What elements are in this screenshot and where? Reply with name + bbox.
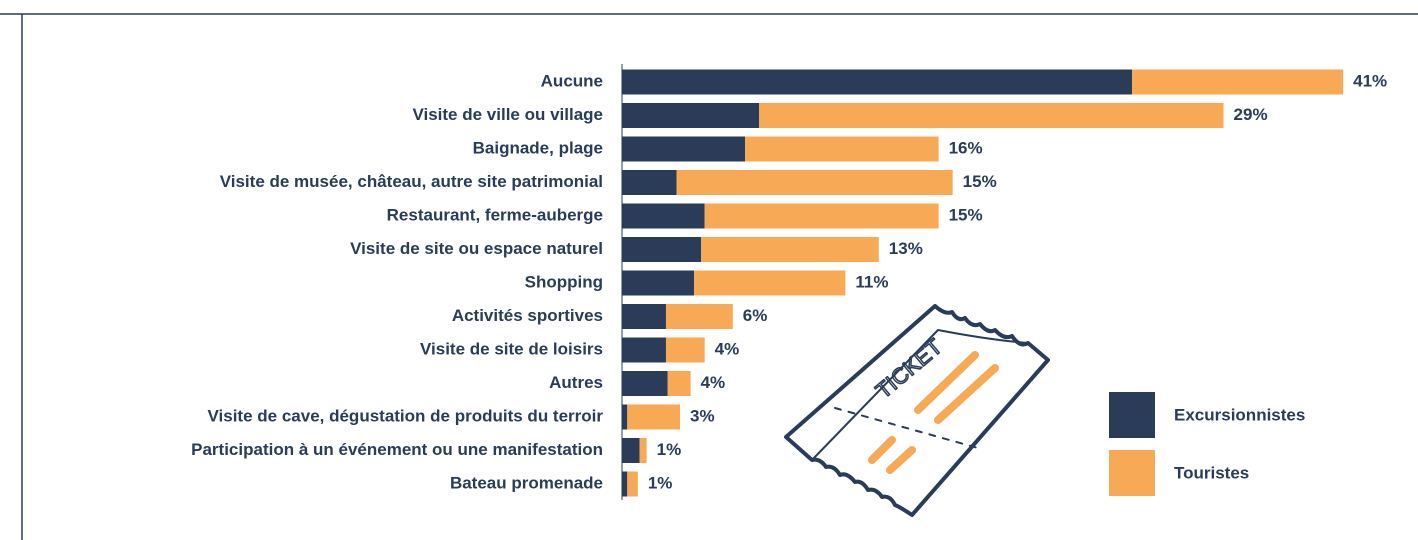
bar-segment bbox=[745, 136, 939, 162]
bar-segment bbox=[667, 371, 691, 396]
category-label: Participation à un événement ou une mani… bbox=[191, 440, 603, 459]
bar-segment bbox=[1132, 69, 1344, 95]
total-label: 13% bbox=[889, 239, 923, 258]
total-label: 15% bbox=[949, 205, 983, 224]
bar-segment bbox=[665, 337, 705, 363]
legend-swatch bbox=[1109, 450, 1155, 496]
category-label: Autres bbox=[549, 373, 603, 392]
bar-segment bbox=[622, 371, 668, 396]
bar-segment bbox=[639, 438, 647, 463]
bar-segment bbox=[694, 270, 846, 296]
bar-segment bbox=[622, 237, 702, 262]
bar-segment bbox=[627, 471, 638, 497]
bar-segment bbox=[622, 103, 760, 128]
bar-segment bbox=[622, 136, 746, 162]
category-label: Visite de site ou espace naturel bbox=[350, 239, 603, 258]
total-label: 15% bbox=[963, 172, 997, 191]
total-label: 4% bbox=[701, 373, 726, 392]
total-label: 1% bbox=[648, 473, 673, 492]
total-label: 41% bbox=[1353, 71, 1387, 90]
total-label: 3% bbox=[690, 406, 715, 425]
bar-segment bbox=[622, 270, 695, 296]
category-label: Visite de cave, dégustation de produits … bbox=[208, 406, 604, 425]
bar-segment bbox=[622, 438, 640, 463]
total-label: 11% bbox=[855, 272, 888, 291]
total-label: 16% bbox=[949, 138, 983, 157]
bar-segment bbox=[627, 404, 681, 430]
legend-swatch bbox=[1109, 392, 1155, 438]
category-label: Restaurant, ferme-auberge bbox=[387, 205, 603, 224]
total-label: 6% bbox=[743, 306, 768, 325]
ticket-stripes bbox=[868, 351, 999, 474]
legend-label: Touristes bbox=[1174, 463, 1249, 482]
legend-label: Excursionnistes bbox=[1174, 405, 1305, 424]
category-label: Visite de site de loisirs bbox=[420, 339, 603, 358]
total-label: 29% bbox=[1234, 105, 1268, 124]
bar-segment bbox=[665, 304, 733, 329]
bar-segment bbox=[622, 404, 628, 430]
bar-segment bbox=[622, 471, 628, 497]
bar-segment bbox=[622, 203, 705, 229]
category-label: Baignade, plage bbox=[473, 138, 603, 157]
bar-segment bbox=[676, 170, 953, 195]
bar-segment bbox=[622, 170, 677, 195]
category-label: Visite de musée, château, autre site pat… bbox=[220, 172, 603, 191]
category-label: Aucune bbox=[541, 71, 603, 90]
category-label: Shopping bbox=[525, 272, 603, 291]
bar-segment bbox=[704, 203, 939, 229]
bar-segment bbox=[701, 237, 879, 262]
category-label: Bateau promenade bbox=[450, 473, 603, 492]
bar-segment bbox=[622, 69, 1133, 95]
category-label: Visite de ville ou village bbox=[412, 105, 603, 124]
total-label: 4% bbox=[715, 339, 740, 358]
category-label: Activités sportives bbox=[452, 306, 603, 325]
bar-segment bbox=[622, 337, 666, 363]
bar-segment bbox=[759, 103, 1224, 128]
total-label: 1% bbox=[657, 440, 682, 459]
bar-segment bbox=[622, 304, 666, 329]
